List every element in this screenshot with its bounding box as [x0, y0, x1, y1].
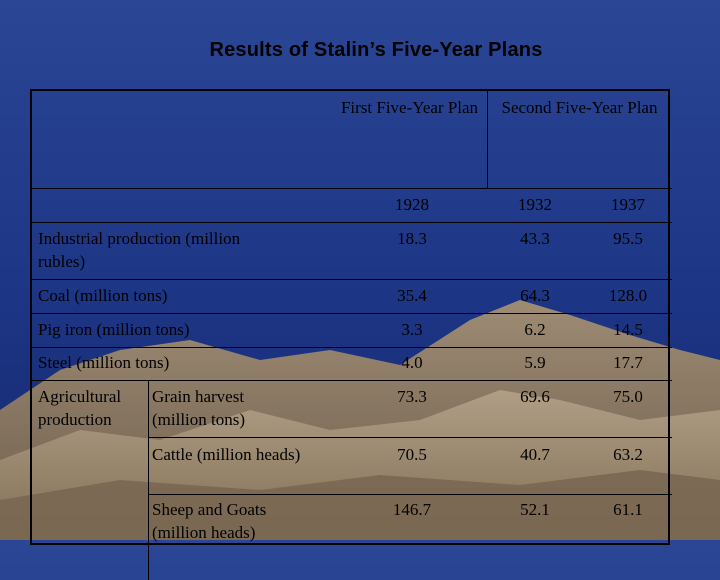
header-year-1937: 1937 [611, 195, 645, 214]
cell-steel-1937: 17.7 [613, 353, 643, 372]
header-first-plan: First Five-Year Plan [340, 98, 479, 117]
header-year-1932: 1932 [518, 195, 552, 214]
cell-cattle-1932: 40.7 [520, 445, 550, 464]
header-year-1928: 1928 [395, 195, 429, 214]
row-label-grain: Grain harvest (million tons) [152, 387, 246, 429]
cell-industrial-1928: 18.3 [397, 229, 427, 248]
row-label-steel: Steel (million tons) [38, 353, 170, 372]
cell-sheep-goats-1932: 52.1 [520, 500, 550, 519]
column-divider [487, 91, 488, 188]
header-second-plan: Second Five-Year Plan [501, 98, 658, 117]
cell-pig-iron-1932: 6.2 [524, 320, 546, 339]
column-divider [148, 380, 149, 580]
cell-sheep-goats-1928: 146.7 [392, 500, 432, 519]
cell-coal-1932: 64.3 [520, 286, 550, 305]
cell-pig-iron-1928: 3.3 [401, 320, 423, 339]
row-label-coal: Coal (million tons) [38, 286, 168, 305]
cell-industrial-1932: 43.3 [520, 229, 550, 248]
cell-steel-1928: 4.0 [401, 353, 423, 372]
results-table: First Five-Year Plan Second Five-Year Pl… [30, 89, 672, 580]
mountain-landscape [0, 300, 720, 540]
cell-cattle-1928: 70.5 [397, 445, 427, 464]
cell-grain-1937: 75.0 [613, 387, 643, 406]
row-divider [32, 279, 672, 280]
cell-coal-1928: 35.4 [397, 286, 427, 305]
cell-industrial-1937: 95.5 [613, 229, 643, 248]
header-divider [32, 222, 672, 223]
row-divider [148, 494, 672, 495]
cell-grain-1932: 69.6 [520, 387, 550, 406]
cell-cattle-1937: 63.2 [613, 445, 643, 464]
cell-sheep-goats-1937: 61.1 [613, 500, 643, 519]
cell-coal-1937: 128.0 [608, 286, 648, 305]
cell-steel-1932: 5.9 [524, 353, 546, 372]
header-divider [32, 188, 672, 189]
group-label-agriculture: Agricultural production [38, 387, 122, 429]
cell-pig-iron-1937: 14.5 [613, 320, 643, 339]
row-divider [32, 347, 672, 348]
row-label-pig-iron: Pig iron (million tons) [38, 320, 190, 339]
page-title: Results of Stalin’s Five-Year Plans [209, 39, 543, 61]
row-label-sheep-goats: Sheep and Goats (million heads) [152, 500, 267, 542]
row-label-cattle: Cattle (million heads) [152, 445, 301, 464]
row-divider [32, 380, 672, 381]
row-divider [148, 437, 672, 438]
row-divider [32, 313, 672, 314]
row-label-industrial: Industrial production (million rubles) [38, 229, 241, 271]
cell-grain-1928: 73.3 [397, 387, 427, 406]
